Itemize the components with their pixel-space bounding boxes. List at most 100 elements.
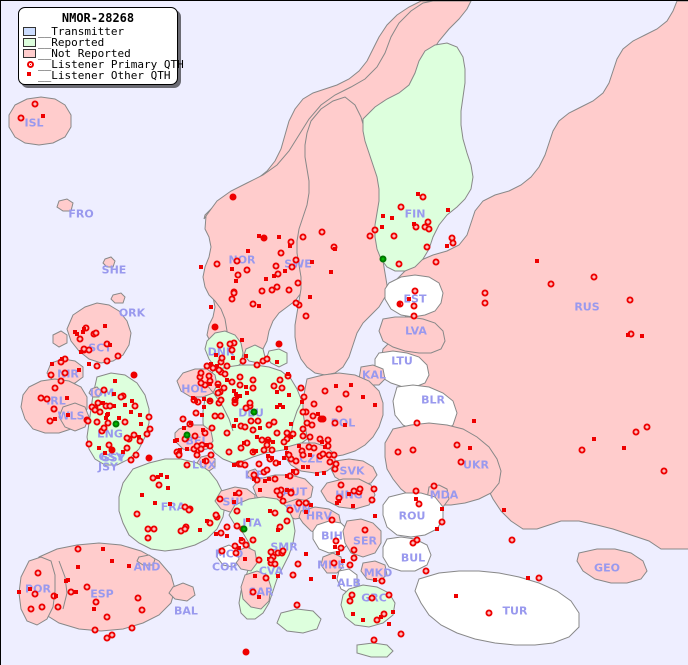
- listener-primary-qth-marker[interactable]: [255, 460, 263, 468]
- listener-other-qth-marker[interactable]: [341, 559, 345, 563]
- listener-other-qth-marker[interactable]: [335, 501, 339, 505]
- transmitter-marker[interactable]: [379, 255, 387, 263]
- listener-primary-qth-marker[interactable]: [346, 597, 354, 605]
- listener-other-qth-marker[interactable]: [361, 618, 365, 622]
- listener-other-qth-marker[interactable]: [53, 417, 57, 421]
- listener-other-qth-marker[interactable]: [257, 595, 261, 599]
- listener-primary-qth-marker[interactable]: [234, 271, 242, 279]
- listener-primary-qth-marker[interactable]: [249, 376, 257, 384]
- listener-primary-qth-marker[interactable]: [233, 257, 241, 265]
- listener-primary-qth-marker[interactable]: [397, 630, 405, 638]
- listener-primary-qth-marker[interactable]: [249, 536, 257, 544]
- listener-other-qth-marker[interactable]: [234, 418, 238, 422]
- listener-cluster-marker[interactable]: [229, 193, 237, 201]
- listener-primary-qth-marker[interactable]: [410, 312, 418, 320]
- listener-primary-qth-marker[interactable]: [133, 510, 141, 518]
- listener-other-qth-marker[interactable]: [178, 448, 182, 452]
- listener-other-qth-marker[interactable]: [208, 382, 212, 386]
- listener-primary-qth-marker[interactable]: [208, 424, 216, 432]
- listener-other-qth-marker[interactable]: [258, 426, 262, 430]
- listener-primary-qth-marker[interactable]: [413, 419, 421, 427]
- listener-primary-qth-marker[interactable]: [292, 299, 300, 307]
- listener-primary-qth-marker[interactable]: [508, 536, 516, 544]
- listener-other-qth-marker[interactable]: [79, 350, 83, 354]
- listener-primary-qth-marker[interactable]: [370, 485, 378, 493]
- listener-primary-qth-marker[interactable]: [218, 547, 226, 555]
- listener-other-qth-marker[interactable]: [237, 546, 241, 550]
- listener-primary-qth-marker[interactable]: [253, 361, 261, 369]
- listener-other-qth-marker[interactable]: [130, 399, 134, 403]
- listener-primary-qth-marker[interactable]: [279, 497, 287, 505]
- listener-other-qth-marker[interactable]: [159, 473, 163, 477]
- listener-primary-qth-marker[interactable]: [54, 603, 62, 611]
- listener-primary-qth-marker[interactable]: [228, 346, 236, 354]
- listener-other-qth-marker[interactable]: [189, 421, 193, 425]
- listener-primary-qth-marker[interactable]: [216, 341, 224, 349]
- listener-primary-qth-marker[interactable]: [289, 571, 297, 579]
- listener-primary-qth-marker[interactable]: [132, 451, 140, 459]
- listener-other-qth-marker[interactable]: [244, 385, 248, 389]
- listener-other-qth-marker[interactable]: [230, 267, 234, 271]
- listener-primary-qth-marker[interactable]: [318, 228, 326, 236]
- listener-primary-qth-marker[interactable]: [149, 474, 157, 482]
- listener-primary-qth-marker[interactable]: [93, 362, 101, 370]
- listener-primary-qth-marker[interactable]: [179, 415, 187, 423]
- listener-primary-qth-marker[interactable]: [263, 355, 271, 363]
- listener-other-qth-marker[interactable]: [276, 528, 280, 532]
- listener-primary-qth-marker[interactable]: [223, 362, 231, 370]
- listener-primary-qth-marker[interactable]: [285, 451, 293, 459]
- listener-other-qth-marker[interactable]: [379, 615, 383, 619]
- listener-other-qth-marker[interactable]: [300, 400, 304, 404]
- listener-primary-qth-marker[interactable]: [17, 114, 25, 122]
- listener-primary-qth-marker[interactable]: [626, 296, 634, 304]
- listener-primary-qth-marker[interactable]: [206, 519, 214, 527]
- listener-primary-qth-marker[interactable]: [131, 402, 139, 410]
- listener-primary-qth-marker[interactable]: [337, 481, 345, 489]
- listener-other-qth-marker[interactable]: [445, 244, 449, 248]
- listener-primary-qth-marker[interactable]: [249, 588, 257, 596]
- listener-primary-qth-marker[interactable]: [225, 448, 233, 456]
- listener-cluster-marker[interactable]: [108, 446, 116, 454]
- listener-other-qth-marker[interactable]: [272, 274, 276, 278]
- listener-other-qth-marker[interactable]: [41, 114, 45, 118]
- listener-primary-qth-marker[interactable]: [217, 412, 225, 420]
- listener-other-qth-marker[interactable]: [108, 343, 112, 347]
- listener-other-qth-marker[interactable]: [232, 463, 236, 467]
- listener-other-qth-marker[interactable]: [268, 509, 272, 513]
- listener-primary-qth-marker[interactable]: [80, 345, 88, 353]
- listener-other-qth-marker[interactable]: [199, 265, 203, 269]
- listener-primary-qth-marker[interactable]: [283, 429, 291, 437]
- listener-primary-qth-marker[interactable]: [342, 390, 350, 398]
- listener-other-qth-marker[interactable]: [308, 295, 312, 299]
- listener-primary-qth-marker[interactable]: [128, 624, 136, 632]
- listener-other-qth-marker[interactable]: [263, 479, 267, 483]
- listener-primary-qth-marker[interactable]: [299, 408, 307, 416]
- listener-other-qth-marker[interactable]: [258, 488, 262, 492]
- listener-other-qth-marker[interactable]: [254, 449, 258, 453]
- listener-primary-qth-marker[interactable]: [267, 556, 275, 564]
- listener-primary-qth-marker[interactable]: [278, 384, 286, 392]
- listener-other-qth-marker[interactable]: [233, 399, 237, 403]
- listener-primary-qth-marker[interactable]: [423, 243, 431, 251]
- listener-other-qth-marker[interactable]: [239, 537, 243, 541]
- listener-primary-qth-marker[interactable]: [385, 591, 393, 599]
- listener-other-qth-marker[interactable]: [101, 401, 105, 405]
- listener-other-qth-marker[interactable]: [205, 443, 209, 447]
- listener-primary-qth-marker[interactable]: [201, 429, 209, 437]
- listener-primary-qth-marker[interactable]: [283, 517, 291, 525]
- listener-primary-qth-marker[interactable]: [412, 487, 420, 495]
- listener-primary-qth-marker[interactable]: [145, 413, 153, 421]
- listener-other-qth-marker[interactable]: [412, 222, 416, 226]
- listener-primary-qth-marker[interactable]: [221, 370, 229, 378]
- listener-primary-qth-marker[interactable]: [214, 389, 222, 397]
- listener-primary-qth-marker[interactable]: [241, 461, 249, 469]
- listener-primary-qth-marker[interactable]: [197, 369, 205, 377]
- listener-primary-qth-marker[interactable]: [46, 417, 54, 425]
- listener-primary-qth-marker[interactable]: [271, 509, 279, 517]
- listener-primary-qth-marker[interactable]: [457, 458, 465, 466]
- listener-primary-qth-marker[interactable]: [150, 525, 158, 533]
- listener-other-qth-marker[interactable]: [407, 297, 411, 301]
- listener-other-qth-marker[interactable]: [60, 357, 64, 361]
- listener-primary-qth-marker[interactable]: [272, 262, 280, 270]
- listener-other-qth-marker[interactable]: [245, 391, 249, 395]
